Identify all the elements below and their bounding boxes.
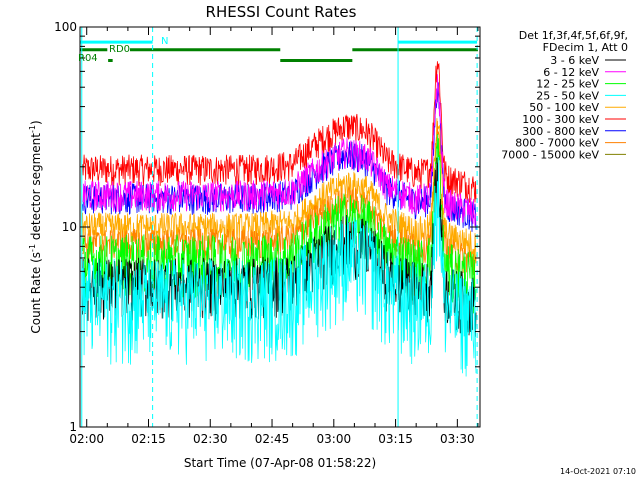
x-axis-label: Start Time (07-Apr-08 01:58:22) <box>184 456 376 470</box>
footer-timestamp: 14-Oct-2021 07:10 <box>560 467 636 476</box>
y-tick-label: 1 <box>69 420 77 434</box>
series-line-6-12keV <box>82 74 477 227</box>
legend-label: 50 - 100 keV <box>529 101 599 114</box>
y-axis-label-end: ) <box>29 120 43 125</box>
legend-label: 25 - 50 keV <box>536 89 599 102</box>
x-tick-label: 02:30 <box>193 432 228 446</box>
x-tick-label: 02:00 <box>69 432 104 446</box>
legend-label: 300 - 800 keV <box>522 125 599 138</box>
series-line-100-300keV <box>82 61 477 203</box>
y-axis-label-mid: detector segment <box>29 133 43 244</box>
legend-header-detectors: Det 1f,3f,4f,5f,6f,9f, <box>519 29 628 42</box>
y-axis-label: Count Rate (s-1 detector segment-1) <box>28 120 43 333</box>
legend-label: 7000 - 15000 keV <box>501 148 599 161</box>
legend-label: 100 - 300 keV <box>522 113 599 126</box>
y-axis-label-main: Count Rate (s <box>29 252 43 334</box>
flag-label-rd0: RD0 <box>109 44 130 55</box>
y-tick-label: 100 <box>54 20 77 34</box>
legend-label: 800 - 7000 keV <box>515 137 599 150</box>
x-tick-label: 03:30 <box>440 432 475 446</box>
x-tick-label: 02:45 <box>255 432 290 446</box>
legend-header-decimation: FDecim 1, Att 0 <box>543 41 628 54</box>
legend-label: 12 - 25 keV <box>536 78 599 91</box>
y-tick-label: 10 <box>62 220 77 234</box>
chart-title: RHESSI Count Rates <box>206 3 357 21</box>
axis-layer: 02:00 02:15 02:30 02:45 03:00 03:15 03:30 1 10 10… <box>54 20 480 446</box>
series-line-25-50keV <box>82 156 477 377</box>
y-axis-label-sup1: -1 <box>28 244 37 252</box>
y-axis-label-sup2: -1 <box>28 125 37 133</box>
x-tick-label: 03:15 <box>378 432 413 446</box>
legend-label: 6 - 12 keV <box>543 66 599 79</box>
series-layer <box>82 61 477 377</box>
flag-label-rd4: R04 <box>78 53 98 64</box>
x-tick-label: 03:00 <box>317 432 352 446</box>
legend-label: 3 - 6 keV <box>550 54 599 67</box>
flag-label-n: N <box>161 36 168 47</box>
flag-layer <box>80 40 478 62</box>
x-tick-label: 02:15 <box>131 432 166 446</box>
